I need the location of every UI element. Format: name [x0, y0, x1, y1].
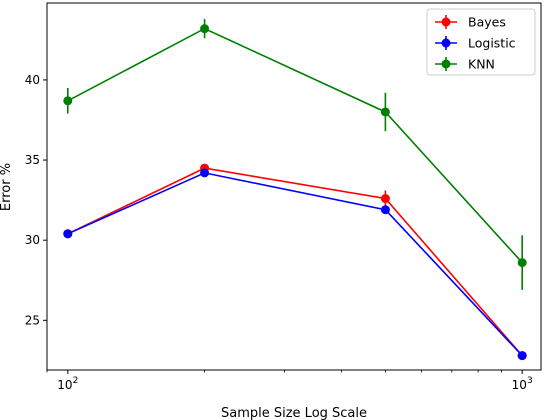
y-tick-label: 40 [25, 73, 40, 87]
data-point-knn [380, 107, 390, 117]
data-point-knn [200, 24, 210, 34]
x-axis: 102 103 [46, 370, 533, 392]
legend-box [426, 8, 536, 76]
y-tick-label: 25 [25, 313, 40, 327]
data-point-logistic [380, 205, 390, 215]
legend: Bayes Logistic KNN [426, 8, 536, 76]
legend-marker-knn [441, 59, 451, 69]
x-tick-label: 102 [57, 376, 78, 392]
x-tick-label: 103 [512, 376, 533, 392]
x-axis-label: Sample Size Log Scale [221, 406, 367, 420]
data-point-knn [517, 258, 527, 268]
y-tick-label: 30 [25, 233, 40, 247]
plot-frame [46, 2, 542, 371]
legend-label-bayes: Bayes [468, 15, 506, 30]
legend-marker-bayes [441, 17, 451, 27]
series-line-knn [67, 27, 523, 264]
data-point-logistic [517, 351, 527, 361]
legend-label-logistic: Logistic [468, 36, 516, 51]
series-layer [63, 19, 527, 361]
y-tick-label: 35 [25, 153, 40, 167]
data-point-bayes [380, 194, 390, 204]
data-point-logistic [63, 229, 73, 239]
y-axis-label: Error % [0, 163, 14, 211]
legend-marker-logistic [441, 38, 451, 48]
data-point-logistic [200, 168, 210, 178]
data-point-knn [63, 96, 73, 106]
legend-label-knn: KNN [468, 57, 495, 72]
y-axis: 25 30 35 40 [25, 73, 47, 327]
series-line-bayes [67, 167, 523, 357]
series-line-logistic [67, 172, 523, 357]
